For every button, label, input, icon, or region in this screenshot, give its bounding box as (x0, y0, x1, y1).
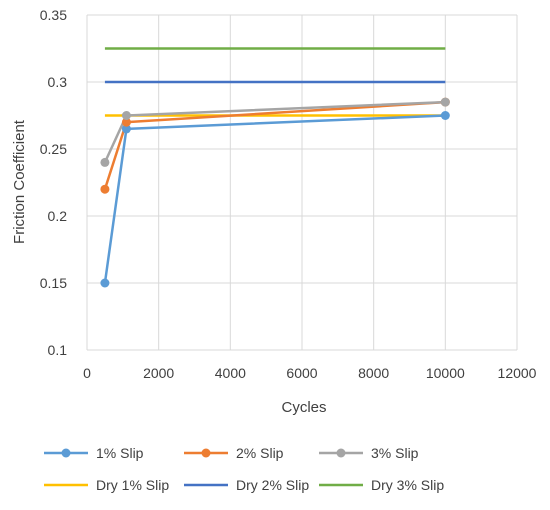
data-point-3-slip (100, 157, 110, 167)
legend-item: 1% Slip (44, 445, 144, 461)
legend-label: 1% Slip (96, 445, 144, 461)
series-line-1-slip (103, 114, 446, 284)
legend-label: Dry 2% Slip (236, 477, 309, 493)
series-line-3-slip (103, 100, 446, 163)
tick-labels: 0 2000 4000 6000 8000 10000 12000 0.1 0.15 0.2 0.2… (40, 7, 537, 381)
data-point-3-slip (121, 111, 131, 120)
x-tick-label: 4000 (215, 365, 246, 381)
legend-item: Dry 1% Slip (44, 477, 169, 493)
legend-item: Dry 2% Slip (184, 477, 309, 493)
legend-item: Dry 3% Slip (319, 477, 444, 493)
y-tick-label: 0.1 (48, 342, 68, 358)
legend-marker (336, 448, 346, 458)
y-tick-label: 0.25 (40, 141, 67, 157)
x-tick-label: 0 (83, 365, 91, 381)
legend-marker (201, 448, 211, 458)
data-point-1-slip (440, 111, 450, 120)
legend-marker (61, 448, 71, 458)
x-tick-label: 2000 (143, 365, 174, 381)
legend: 1% Slip 2% Slip 3% Slip Dry 1% Slip Dry 2% S… (44, 445, 444, 493)
legend-label: 3% Slip (371, 445, 419, 461)
x-axis-title: Cycles (281, 399, 326, 416)
x-tick-label: 8000 (358, 365, 389, 381)
data-point-2-slip (121, 117, 131, 127)
data-point-1-slip (100, 278, 110, 288)
legend-item: 3% Slip (319, 445, 419, 461)
legend-label: Dry 3% Slip (371, 477, 444, 493)
legend-label: 2% Slip (236, 445, 284, 461)
x-tick-label: 12000 (498, 365, 537, 381)
y-tick-label: 0.15 (40, 275, 67, 291)
x-tick-label: 6000 (286, 365, 317, 381)
legend-item: 2% Slip (184, 445, 284, 461)
y-axis-title: Friction Coefficient (11, 119, 28, 244)
gridlines (86, 14, 518, 351)
plot-area (100, 47, 450, 288)
y-tick-label: 0.35 (40, 7, 67, 23)
data-point-2-slip (100, 184, 110, 194)
legend-label: Dry 1% Slip (96, 477, 169, 493)
data-point-1-slip (121, 124, 131, 134)
y-tick-label: 0.2 (48, 208, 68, 224)
y-tick-label: 0.3 (48, 74, 68, 90)
x-tick-label: 10000 (426, 365, 465, 381)
data-point-3-slip (440, 97, 450, 107)
